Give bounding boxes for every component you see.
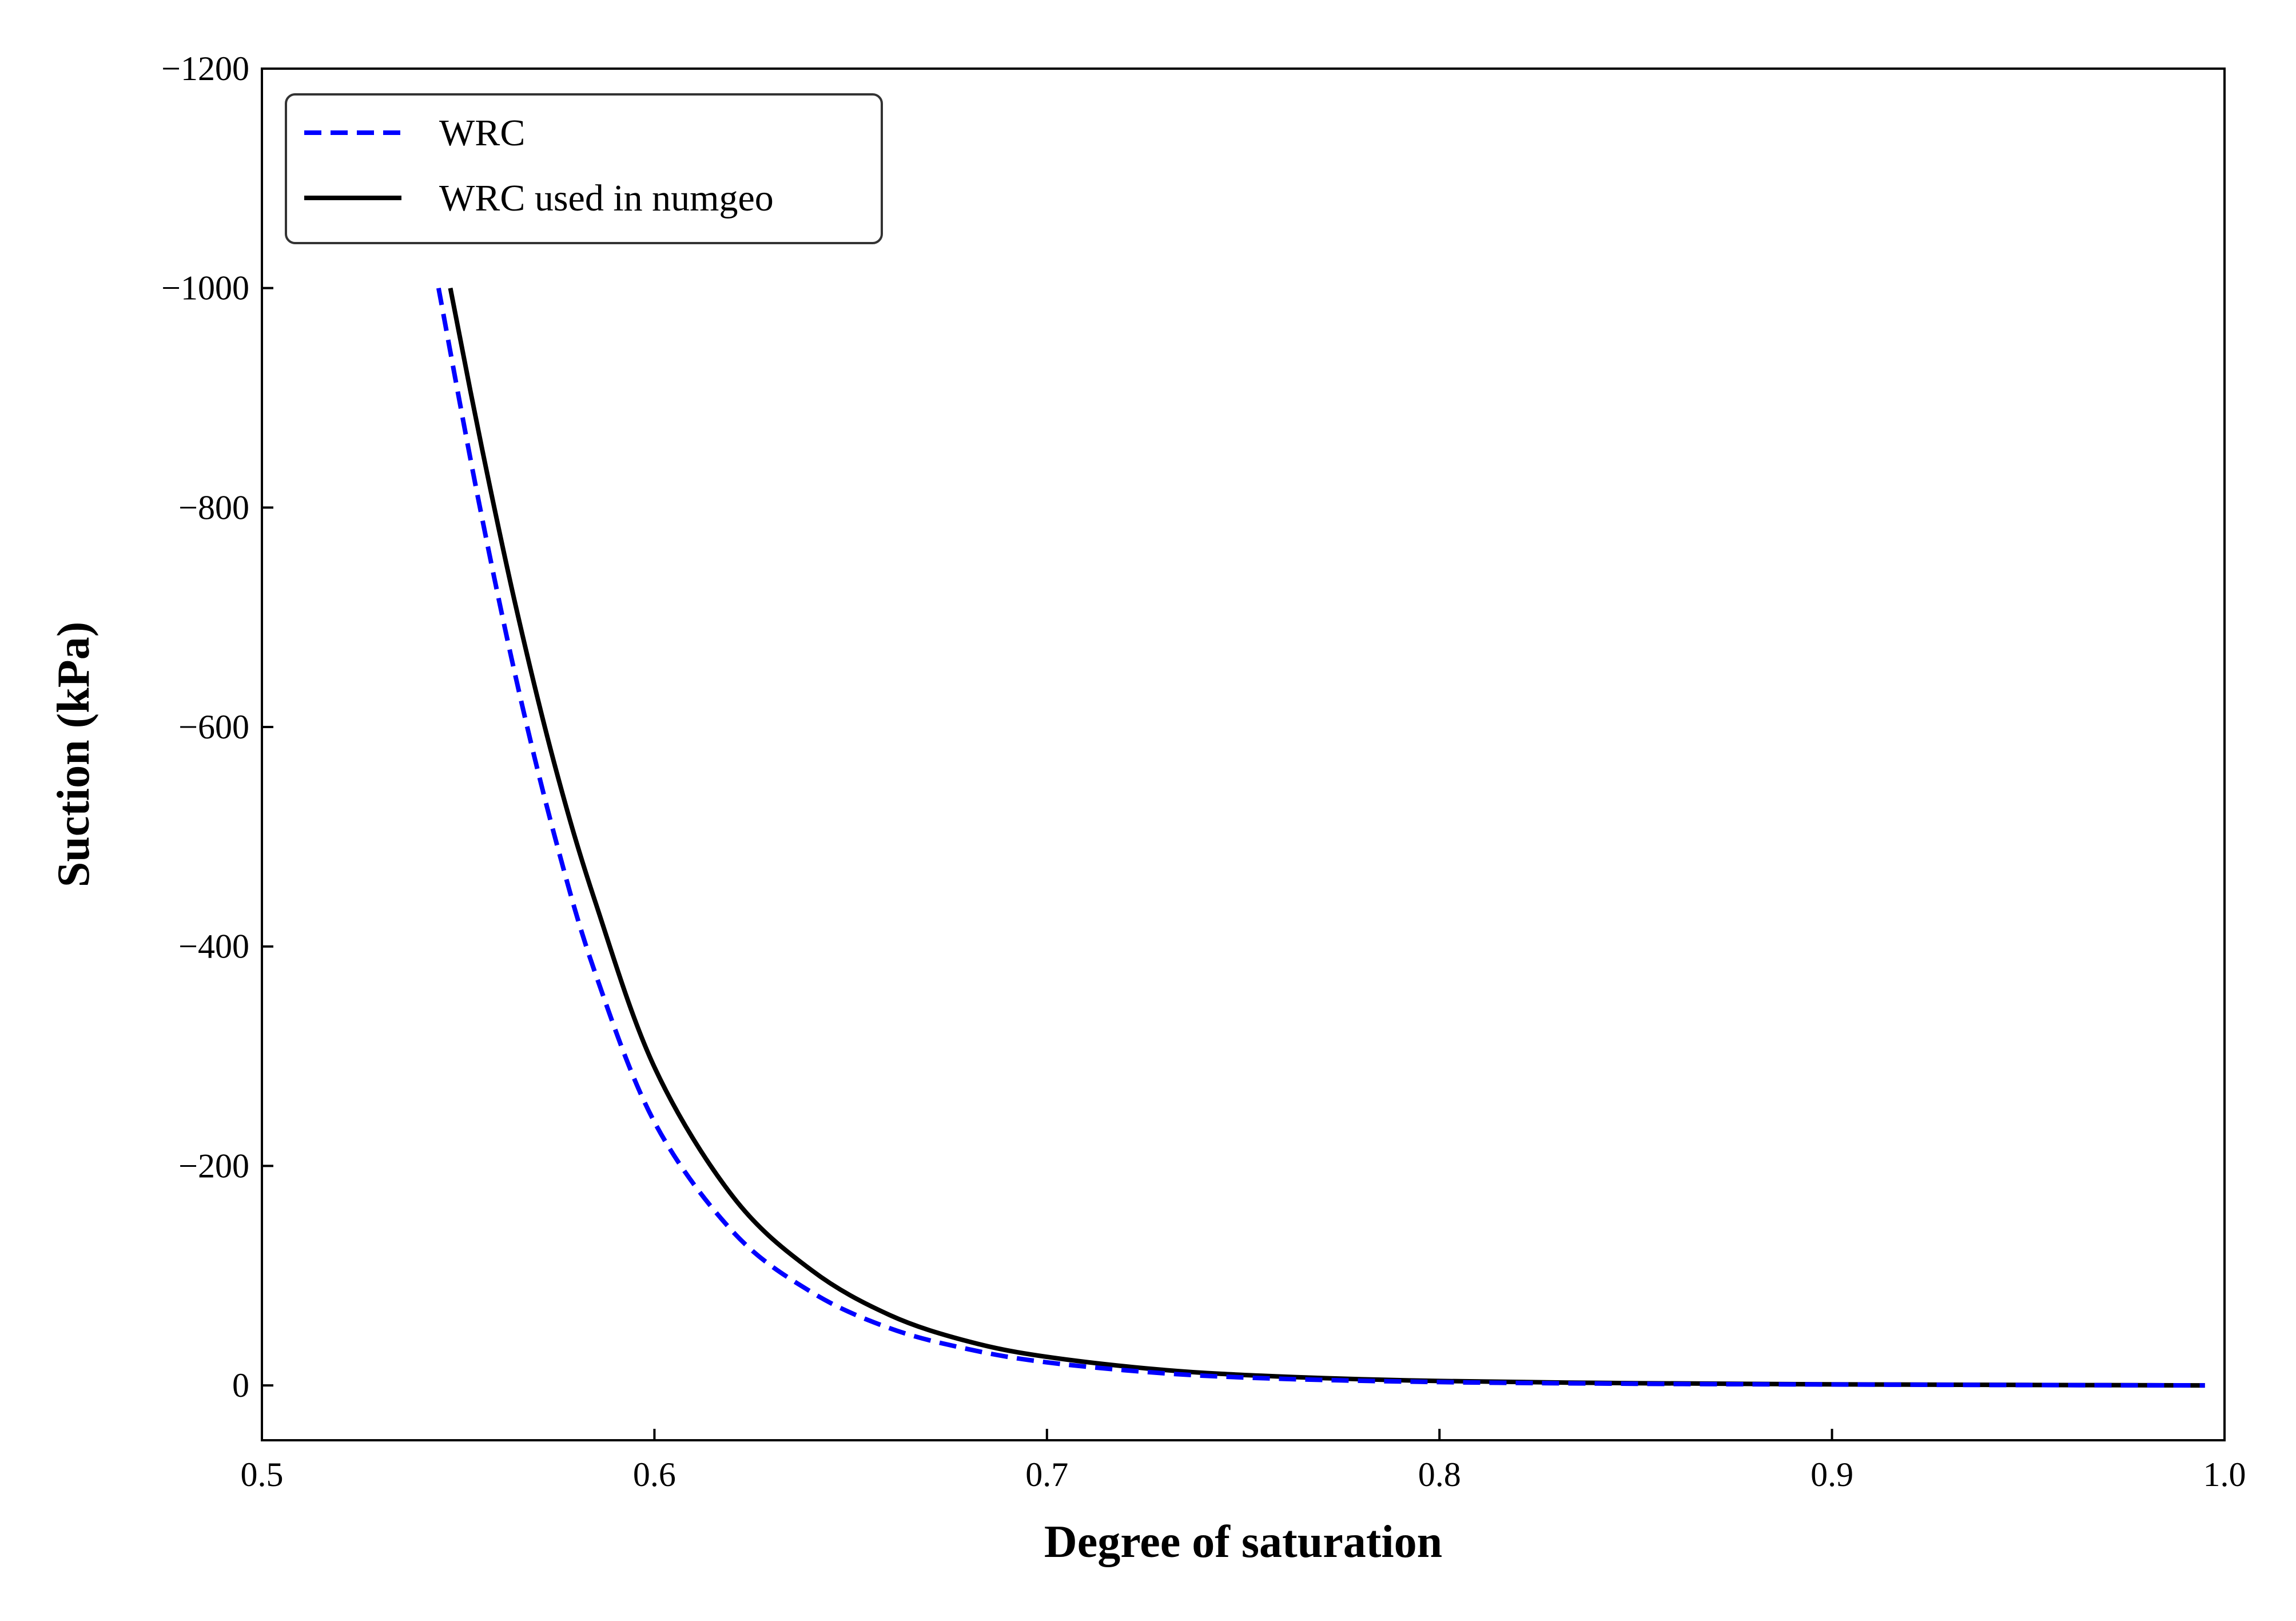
legend: WRC WRC used in numgeo: [285, 93, 883, 244]
x-tick-label: 0.6: [633, 1456, 676, 1493]
x-tick-label: 0.7: [1025, 1456, 1068, 1493]
x-tick-label: 0.5: [241, 1456, 284, 1493]
x-axis-label: Degree of saturation: [1044, 1517, 1442, 1567]
legend-frame: [285, 93, 883, 244]
x-tick-label: 1.0: [2203, 1456, 2246, 1493]
plot-frame: [261, 67, 2226, 1441]
legend-label-wrc: WRC: [439, 112, 525, 154]
y-tick-label: −1000: [161, 269, 249, 307]
x-tick-label: 0.8: [1418, 1456, 1461, 1493]
series-line-wrc: [436, 287, 2205, 1388]
x-tick-label: 0.9: [1810, 1456, 1853, 1493]
y-axis: 0 −200 −400 −600 −800 −1000 −1200: [161, 50, 273, 1404]
y-axis-label: Suction (kPa): [49, 622, 99, 888]
y-tick-label: −400: [178, 928, 249, 966]
series-layer: [436, 287, 2205, 1388]
y-tick-label: −600: [178, 708, 249, 746]
y-tick-label: −800: [178, 488, 249, 526]
x-axis: 0.5 0.6 0.7 0.8 0.9 1.0: [241, 1429, 2246, 1493]
y-tick-label: −200: [178, 1147, 249, 1185]
y-tick-label: 0: [232, 1366, 249, 1404]
y-tick-label: −1200: [161, 50, 249, 88]
legend-label-wrc-numgeo: WRC used in numgeo: [439, 177, 774, 219]
